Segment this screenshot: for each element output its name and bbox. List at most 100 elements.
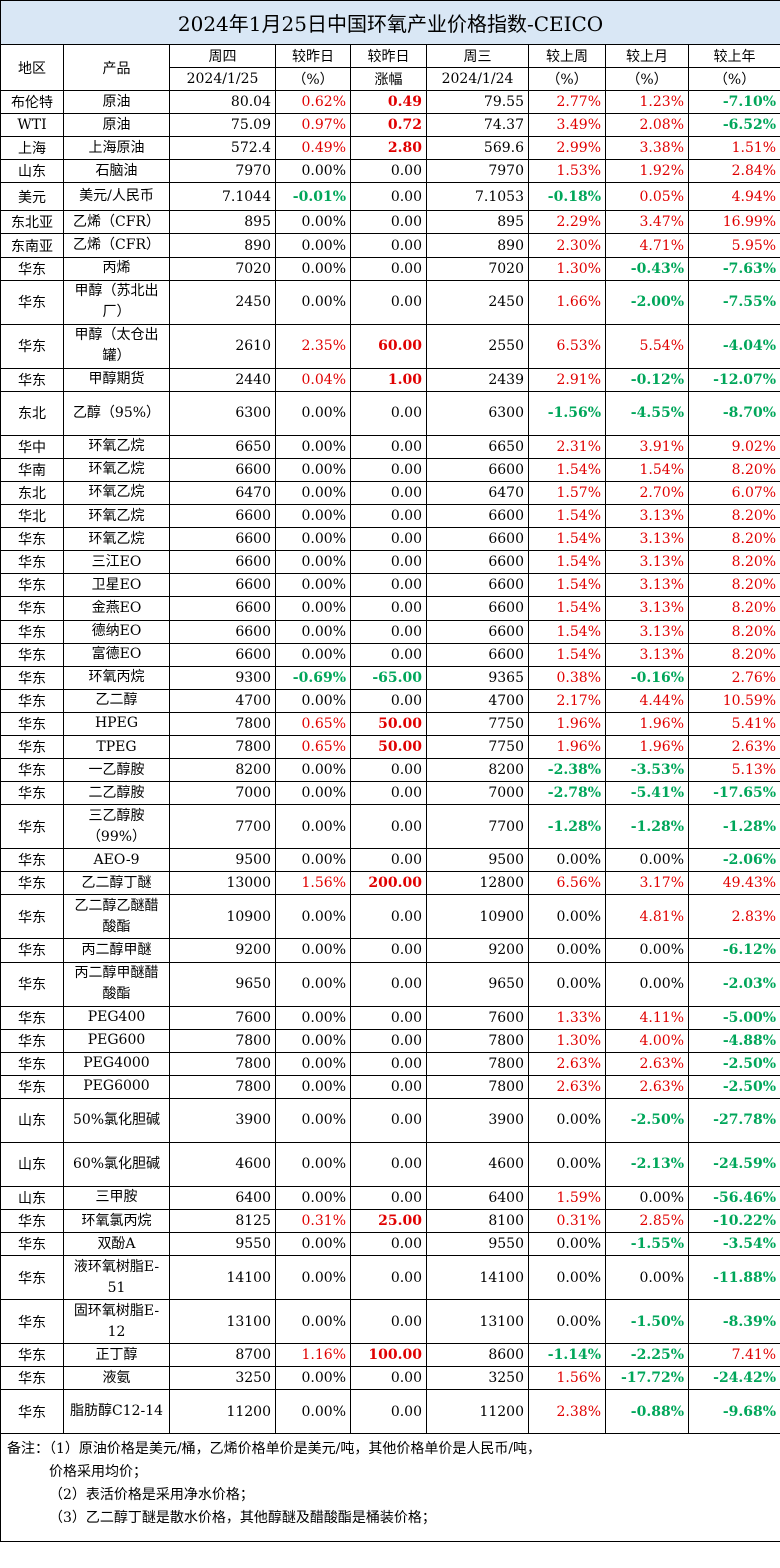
vs-yesterday-pct-cell: 0.00% bbox=[275, 1232, 351, 1257]
vs-yesterday-pct-cell: 0.00% bbox=[275, 1255, 351, 1301]
vs-yesterday-change-cell: 0.00 bbox=[350, 1389, 427, 1435]
vs-year-cell: 6.07% bbox=[687, 480, 780, 506]
thursday-price-cell: 6300 bbox=[169, 390, 276, 436]
vs-year-cell: -3.54% bbox=[687, 1232, 780, 1257]
product-cell: 60%氯化胆碱 bbox=[63, 1141, 170, 1187]
vs-week-cell: 1.33% bbox=[528, 1005, 606, 1030]
vs-yesterday-change-cell: 0.00 bbox=[350, 619, 427, 644]
vs-year-cell: 49.43% bbox=[687, 871, 780, 896]
thursday-price-cell: 7020 bbox=[169, 256, 276, 281]
product-cell: 乙二醇丁醚 bbox=[63, 871, 170, 896]
vs-year-cell: 2.63% bbox=[687, 734, 780, 760]
vs-week-cell: 1.54% bbox=[528, 550, 606, 575]
table-row: 华东 PEG4000 7800 0.00% 0.00 7800 2.63% 2.63% -2.5… bbox=[0, 1051, 780, 1076]
page-title: 2024年1月25日中国环氧产业价格指数-CEICO bbox=[0, 0, 780, 45]
vs-month-cell: -2.00% bbox=[605, 279, 689, 325]
vs-year-cell: 2.76% bbox=[687, 665, 780, 690]
vs-month-cell: 2.08% bbox=[605, 113, 689, 138]
vs-week-cell: 2.38% bbox=[528, 1389, 606, 1435]
vs-week-cell: 3.49% bbox=[528, 113, 606, 138]
wednesday-price-cell: 7020 bbox=[426, 256, 529, 281]
wednesday-price-cell: 14100 bbox=[426, 1255, 529, 1301]
product-cell: 原油 bbox=[63, 89, 170, 115]
product-cell: 乙二醇乙醚醋酸酯 bbox=[63, 894, 170, 940]
vs-week-cell: 2.29% bbox=[528, 210, 606, 235]
vs-month-cell: 4.81% bbox=[605, 894, 689, 940]
vs-yesterday-pct-cell: 0.62% bbox=[275, 89, 351, 115]
vs-yesterday-change-cell: -65.00 bbox=[350, 665, 427, 690]
vs-yesterday-pct-cell: 0.00% bbox=[275, 961, 351, 1007]
region-cell: 华东 bbox=[0, 323, 64, 369]
region-cell: 东北 bbox=[0, 390, 64, 436]
vs-week-cell: 1.30% bbox=[528, 1028, 606, 1053]
thursday-price-cell: 3250 bbox=[169, 1366, 276, 1391]
thursday-price-cell: 7800 bbox=[169, 1074, 276, 1099]
vs-yesterday-change-cell: 0.00 bbox=[350, 550, 427, 575]
vs-yesterday-pct-cell: 0.00% bbox=[275, 938, 351, 963]
product-cell: 乙醇（95%） bbox=[63, 390, 170, 436]
region-cell: 华东 bbox=[0, 1232, 64, 1257]
region-cell: 布伦特 bbox=[0, 89, 64, 115]
header-thursday-date: 2024/1/25 bbox=[169, 67, 276, 91]
vs-week-cell: 0.38% bbox=[528, 665, 606, 690]
vs-week-cell: 1.59% bbox=[528, 1185, 606, 1211]
vs-month-cell: 0.00% bbox=[605, 1185, 689, 1211]
product-cell: 卫星EO bbox=[63, 573, 170, 598]
vs-week-cell: -0.18% bbox=[528, 182, 606, 212]
vs-year-cell: -2.06% bbox=[687, 848, 780, 873]
vs-year-cell: 8.20% bbox=[687, 596, 780, 621]
vs-month-cell: 3.13% bbox=[605, 527, 689, 552]
table-row: 华东 卫星EO 6600 0.00% 0.00 6600 1.54% 3.13% 8.20% bbox=[0, 573, 780, 598]
table-row: 华东 二乙醇胺 7000 0.00% 0.00 7000 -2.78% -5.41% -17.6… bbox=[0, 781, 780, 806]
vs-yesterday-pct-cell: 0.00% bbox=[275, 159, 351, 184]
header-vs-year-unit: （%） bbox=[687, 67, 780, 91]
wednesday-price-cell: 8100 bbox=[426, 1208, 529, 1234]
table-row: 华东 三江EO 6600 0.00% 0.00 6600 1.54% 3.13% 8.20% bbox=[0, 550, 780, 575]
vs-yesterday-pct-cell: 0.00% bbox=[275, 596, 351, 621]
vs-yesterday-pct-cell: 0.00% bbox=[275, 1074, 351, 1099]
vs-year-cell: -56.46% bbox=[687, 1185, 780, 1211]
region-cell: 华东 bbox=[0, 938, 64, 963]
thursday-price-cell: 6600 bbox=[169, 504, 276, 529]
region-cell: 华东 bbox=[0, 279, 64, 325]
header-thursday: 周四 bbox=[169, 44, 276, 68]
thursday-price-cell: 3900 bbox=[169, 1097, 276, 1143]
wednesday-price-cell: 6400 bbox=[426, 1185, 529, 1211]
wednesday-price-cell: 7.1053 bbox=[426, 182, 529, 212]
product-cell: TPEG bbox=[63, 734, 170, 760]
vs-year-cell: -6.12% bbox=[687, 938, 780, 963]
table-row: 山东 石脑油 7970 0.00% 0.00 7970 1.53% 1.92% 2.84% bbox=[0, 159, 780, 184]
thursday-price-cell: 7.1044 bbox=[169, 182, 276, 212]
vs-yesterday-change-cell: 2.80 bbox=[350, 136, 427, 161]
vs-week-cell: -2.78% bbox=[528, 781, 606, 806]
vs-week-cell: 0.00% bbox=[528, 1097, 606, 1143]
wednesday-price-cell: 4600 bbox=[426, 1141, 529, 1187]
vs-yesterday-pct-cell: 0.00% bbox=[275, 1097, 351, 1143]
vs-month-cell: 3.13% bbox=[605, 596, 689, 621]
vs-yesterday-pct-cell: 2.35% bbox=[275, 323, 351, 369]
table-row: 华北 环氧乙烷 6600 0.00% 0.00 6600 1.54% 3.13% 8.20% bbox=[0, 504, 780, 529]
table-row: 华东 甲醇（苏北出厂） 2450 0.00% 0.00 2450 1.66% -2.00% -7… bbox=[0, 279, 780, 325]
thursday-price-cell: 11200 bbox=[169, 1389, 276, 1435]
table-row: 华东 环氧氯丙烷 8125 0.31% 25.00 8100 0.31% 2.85% -10.2… bbox=[0, 1208, 780, 1234]
region-cell: 山东 bbox=[0, 1185, 64, 1211]
region-cell: 华北 bbox=[0, 504, 64, 529]
vs-year-cell: -1.28% bbox=[687, 804, 780, 850]
region-cell: 华东 bbox=[0, 781, 64, 806]
vs-week-cell: 1.54% bbox=[528, 527, 606, 552]
vs-year-cell: 8.20% bbox=[687, 619, 780, 644]
vs-yesterday-pct-cell: 0.00% bbox=[275, 688, 351, 713]
vs-month-cell: 3.13% bbox=[605, 642, 689, 667]
vs-year-cell: -7.63% bbox=[687, 256, 780, 281]
vs-month-cell: -0.16% bbox=[605, 665, 689, 690]
product-cell: 环氧乙烷 bbox=[63, 434, 170, 459]
region-cell: 东北 bbox=[0, 480, 64, 506]
region-cell: 华东 bbox=[0, 1005, 64, 1030]
vs-month-cell: -3.53% bbox=[605, 758, 689, 783]
vs-month-cell: -2.25% bbox=[605, 1343, 689, 1368]
wednesday-price-cell: 6600 bbox=[426, 596, 529, 621]
vs-month-cell: -1.28% bbox=[605, 804, 689, 850]
vs-yesterday-pct-cell: 0.00% bbox=[275, 256, 351, 281]
region-cell: 华东 bbox=[0, 848, 64, 873]
vs-year-cell: -7.55% bbox=[687, 279, 780, 325]
